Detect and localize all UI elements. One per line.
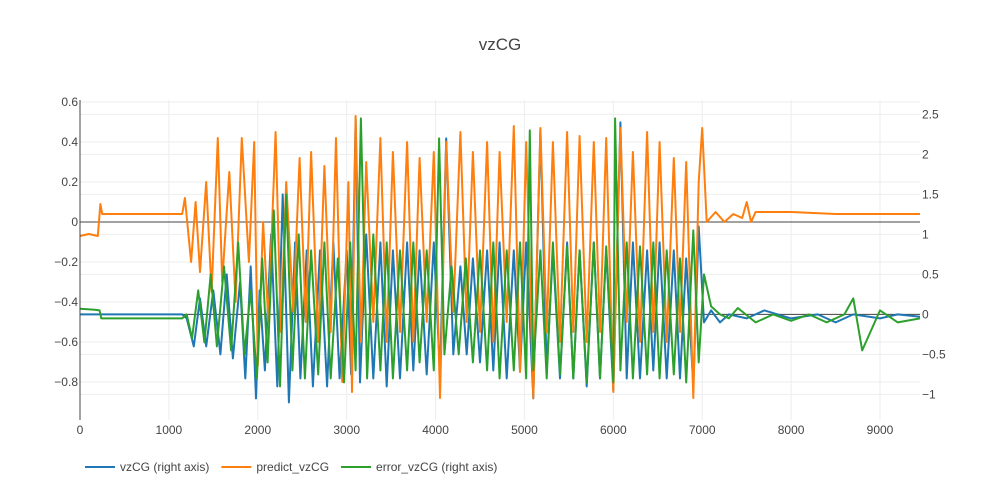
series-line-2 [79,117,921,388]
legend-item[interactable]: error_vzCG (right axis) [341,460,497,474]
x-tick-label: 6000 [600,423,627,437]
x-tick-label: 3000 [333,423,360,437]
y-left-tick-label: 0.2 [61,175,78,189]
y-axis-left: 0.6 0.4 0.2 0 −0.2 −0.4 −0.6 −0.8 [54,95,78,389]
legend-label: vzCG (right axis) [120,460,209,474]
plot-area [79,115,921,404]
x-tick-label: 4000 [422,423,449,437]
legend-item[interactable]: vzCG (right axis) [85,460,209,474]
x-tick-label: 9000 [867,423,894,437]
legend[interactable]: vzCG (right axis) predict_vzCG error_vzCG … [85,460,497,474]
y-left-tick-label: 0 [71,215,78,229]
y-left-tick-label: −0.2 [54,255,78,269]
x-tick-label: 5000 [511,423,538,437]
y-right-tick-label: −0.5 [922,347,946,361]
y-right-tick-label: 2 [922,147,929,161]
legend-label: error_vzCG (right axis) [376,460,497,474]
x-tick-label: 8000 [778,423,805,437]
legend-item[interactable]: predict_vzCG [221,460,329,474]
x-tick-label: 1000 [156,423,183,437]
y-left-tick-label: 0.6 [61,95,78,109]
y-right-tick-label: −1 [922,387,936,401]
x-tick-label: 7000 [689,423,716,437]
y-left-tick-label: −0.8 [54,375,78,389]
x-tick-label: 2000 [244,423,271,437]
y-left-tick-label: −0.4 [54,295,78,309]
y-right-tick-label: 2.5 [922,107,939,121]
y-right-tick-label: 0 [922,307,929,321]
y-right-tick-label: 0.5 [922,267,939,281]
legend-label: predict_vzCG [256,460,329,474]
y-right-tick-label: 1.5 [922,187,939,201]
y-axis-right: 2.5 2 1.5 1 0.5 0 −0.5 −1 [922,107,946,401]
y-left-tick-label: 0.4 [61,135,78,149]
y-left-tick-label: −0.6 [54,335,78,349]
y-right-tick-label: 1 [922,227,929,241]
x-tick-label: 0 [77,423,84,437]
chart-title: vzCG [479,35,522,54]
x-axis: 0 1000 2000 3000 4000 5000 6000 7000 8000 9000 [77,423,894,437]
